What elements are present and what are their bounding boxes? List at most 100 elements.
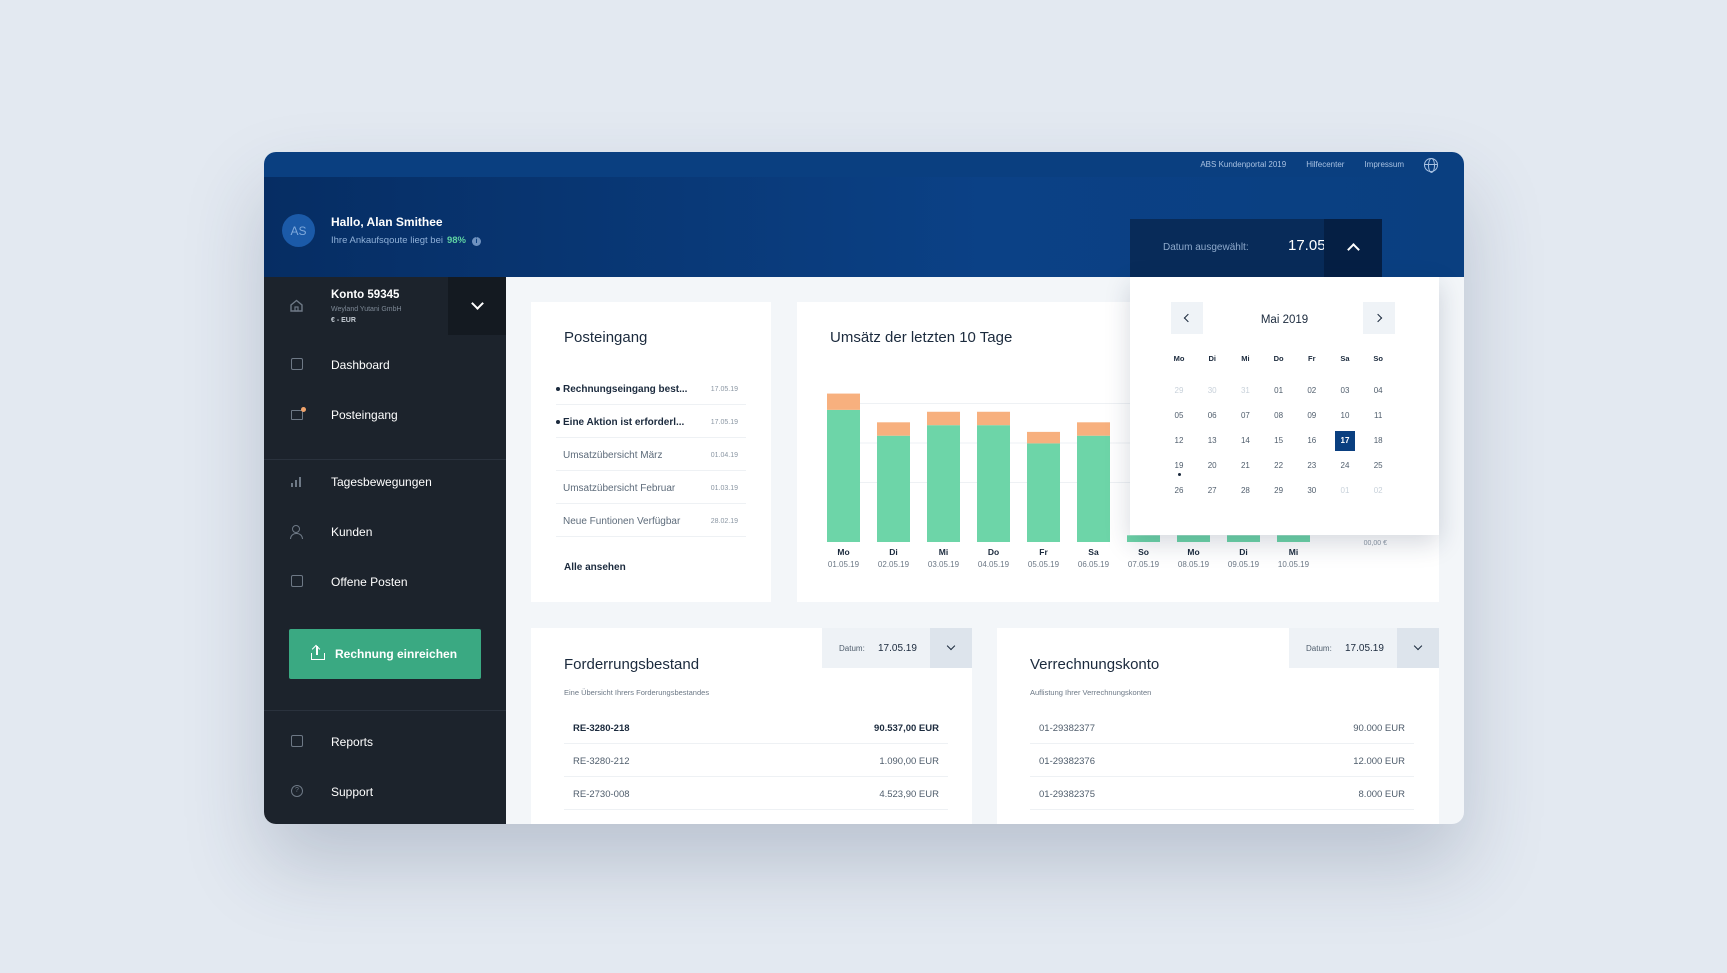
calendar-day[interactable]: 30	[1207, 386, 1217, 395]
calendar-day[interactable]: 04	[1373, 386, 1383, 395]
calendar-day[interactable]: 14	[1240, 436, 1250, 445]
calendar-day[interactable]: 01	[1340, 486, 1350, 495]
link-impressum[interactable]: Impressum	[1364, 160, 1404, 169]
inbox-item[interactable]: Umsatzübersicht Februar 01.03.19	[556, 471, 746, 504]
calendar-day[interactable]: 18	[1373, 436, 1383, 445]
calendar-day[interactable]: 30	[1307, 486, 1317, 495]
chevron-down-icon[interactable]	[448, 277, 506, 335]
calendar-day[interactable]: 03	[1340, 386, 1350, 395]
date-select-label: Datum:	[1306, 644, 1332, 653]
calendar-day[interactable]: 15	[1274, 436, 1284, 445]
calendar-day[interactable]: 17	[1335, 431, 1355, 451]
inbox-item[interactable]: Eine Aktion ist erforderl... 17.05.19	[556, 405, 746, 438]
chevron-down-icon[interactable]	[1397, 628, 1439, 668]
inbox-item-text: Eine Aktion ist erforderl...	[563, 417, 685, 428]
chart-title: Umsätz der letzten 10 Tage	[830, 329, 1013, 346]
quote-value: 98%	[446, 235, 466, 246]
row-amount: 4.523,90 EUR	[879, 789, 939, 800]
sidebar-item-support[interactable]: ? Support	[264, 772, 506, 812]
calendar-day[interactable]: 09	[1307, 411, 1317, 420]
table-row[interactable]: RE-3280-212 1.090,00 EUR	[564, 744, 948, 777]
calendar-day[interactable]: 08	[1274, 411, 1284, 420]
date-select-label: Datum:	[839, 644, 865, 653]
calendar-day[interactable]: 20	[1207, 461, 1217, 470]
calendar-day[interactable]: 16	[1307, 436, 1317, 445]
account-currency: € - EUR	[331, 317, 356, 324]
x-tick-date: 07.05.19	[1128, 560, 1160, 569]
x-tick-date: 04.05.19	[978, 560, 1010, 569]
globe-icon[interactable]	[1424, 158, 1438, 173]
table-row[interactable]: 01-29382376 12.000 EUR	[1030, 744, 1414, 777]
calendar-day[interactable]: 25	[1373, 461, 1383, 470]
sidebar-item-dashboard[interactable]: Dashboard	[264, 345, 506, 385]
calendar-day[interactable]: 28	[1240, 486, 1250, 495]
calendar-day[interactable]: 19	[1169, 456, 1189, 476]
clearing-date-select[interactable]: Datum: 17.05.19	[1289, 628, 1439, 668]
calendar-day[interactable]: 22	[1274, 461, 1284, 470]
table-row[interactable]: RE-3280-218 90.537,00 EUR	[564, 711, 948, 744]
table-row[interactable]: 01-29382375 8.000 EUR	[1030, 777, 1414, 810]
calendar-day[interactable]: 29	[1274, 486, 1284, 495]
calendar-day[interactable]: 31	[1240, 386, 1250, 395]
x-tick-label: Di	[1239, 547, 1248, 557]
sidebar-item-reports[interactable]: Reports	[264, 722, 506, 762]
x-tick-date: 01.05.19	[828, 560, 860, 569]
calendar-weekday: Mi	[1241, 354, 1250, 363]
chevron-up-icon[interactable]	[1324, 219, 1382, 277]
bar-top	[877, 422, 910, 436]
table-row[interactable]: 01-29382377 90.000 EUR	[1030, 711, 1414, 744]
report-icon	[291, 735, 303, 747]
calendar-day[interactable]: 26	[1174, 486, 1184, 495]
avatar[interactable]: AS	[282, 214, 315, 247]
calendar-day[interactable]: 21	[1240, 461, 1250, 470]
inbox-title: Posteingang	[564, 329, 648, 346]
submit-invoice-button[interactable]: Rechnung einreichen	[289, 629, 481, 679]
row-amount: 8.000 EUR	[1358, 789, 1405, 800]
calendar-day[interactable]: 12	[1174, 436, 1184, 445]
sidebar-item-label: Kunden	[331, 525, 373, 539]
account-selector[interactable]: Konto 59345 Weyland Yutani GmbH € - EUR	[264, 277, 506, 335]
calendar-day[interactable]: 07	[1240, 411, 1250, 420]
calendar-day[interactable]: 01	[1274, 386, 1284, 395]
row-amount: 1.090,00 EUR	[879, 756, 939, 767]
sidebar-item-posteingang[interactable]: Posteingang	[264, 395, 506, 435]
calendar-day[interactable]: 24	[1340, 461, 1350, 470]
receivables-date-select[interactable]: Datum: 17.05.19	[822, 628, 972, 668]
sidebar-item-kunden[interactable]: Kunden	[264, 512, 506, 552]
info-icon[interactable]: i	[471, 237, 481, 246]
inbox-item[interactable]: Neue Funtionen Verfügbar 28.02.19	[556, 504, 746, 537]
chevron-left-icon[interactable]	[1171, 302, 1203, 334]
x-tick-date: 02.05.19	[878, 560, 910, 569]
calendar-day[interactable]: 02	[1373, 486, 1383, 495]
calendar-day[interactable]: 06	[1207, 411, 1217, 420]
row-id: 01-29382377	[1039, 723, 1095, 734]
inbox-item[interactable]: Umsatzübersicht März 01.04.19	[556, 438, 746, 471]
table-row[interactable]: RE-2730-008 4.523,90 EUR	[564, 777, 948, 810]
see-all-link[interactable]: Alle ansehen	[564, 562, 626, 573]
bar-main	[1127, 535, 1160, 542]
inbox-item-text: Neue Funtionen Verfügbar	[563, 516, 681, 527]
chevron-right-icon[interactable]	[1363, 302, 1395, 334]
x-tick-date: 09.05.19	[1228, 560, 1260, 569]
mail-icon	[291, 407, 306, 420]
inbox-item[interactable]: Rechnungseingang best... 17.05.19	[556, 372, 746, 405]
home-icon	[290, 299, 303, 312]
link-kundenportal[interactable]: ABS Kundenportal 2019	[1200, 160, 1287, 169]
x-tick-label: Mi	[939, 547, 948, 557]
chevron-down-icon[interactable]	[930, 628, 972, 668]
link-hilfecenter[interactable]: Hilfecenter	[1306, 160, 1345, 169]
calendar-day[interactable]: 29	[1174, 386, 1184, 395]
sidebar-item-offene-posten[interactable]: Offene Posten	[264, 562, 506, 602]
sidebar-item-tagesbewegungen[interactable]: Tagesbewegungen	[264, 462, 506, 502]
calendar-day[interactable]: 23	[1307, 461, 1317, 470]
calendar-day[interactable]: 02	[1307, 386, 1317, 395]
calendar-day[interactable]: 10	[1340, 411, 1350, 420]
bar-main	[977, 425, 1010, 542]
calendar-day[interactable]: 13	[1207, 436, 1217, 445]
x-tick-date: 08.05.19	[1178, 560, 1210, 569]
row-amount: 90.537,00 EUR	[874, 723, 939, 734]
calendar-day[interactable]: 05	[1174, 411, 1184, 420]
date-selector[interactable]: Datum ausgewählt: 17.05.19	[1130, 219, 1382, 277]
calendar-day[interactable]: 27	[1207, 486, 1217, 495]
calendar-day[interactable]: 11	[1374, 411, 1383, 420]
